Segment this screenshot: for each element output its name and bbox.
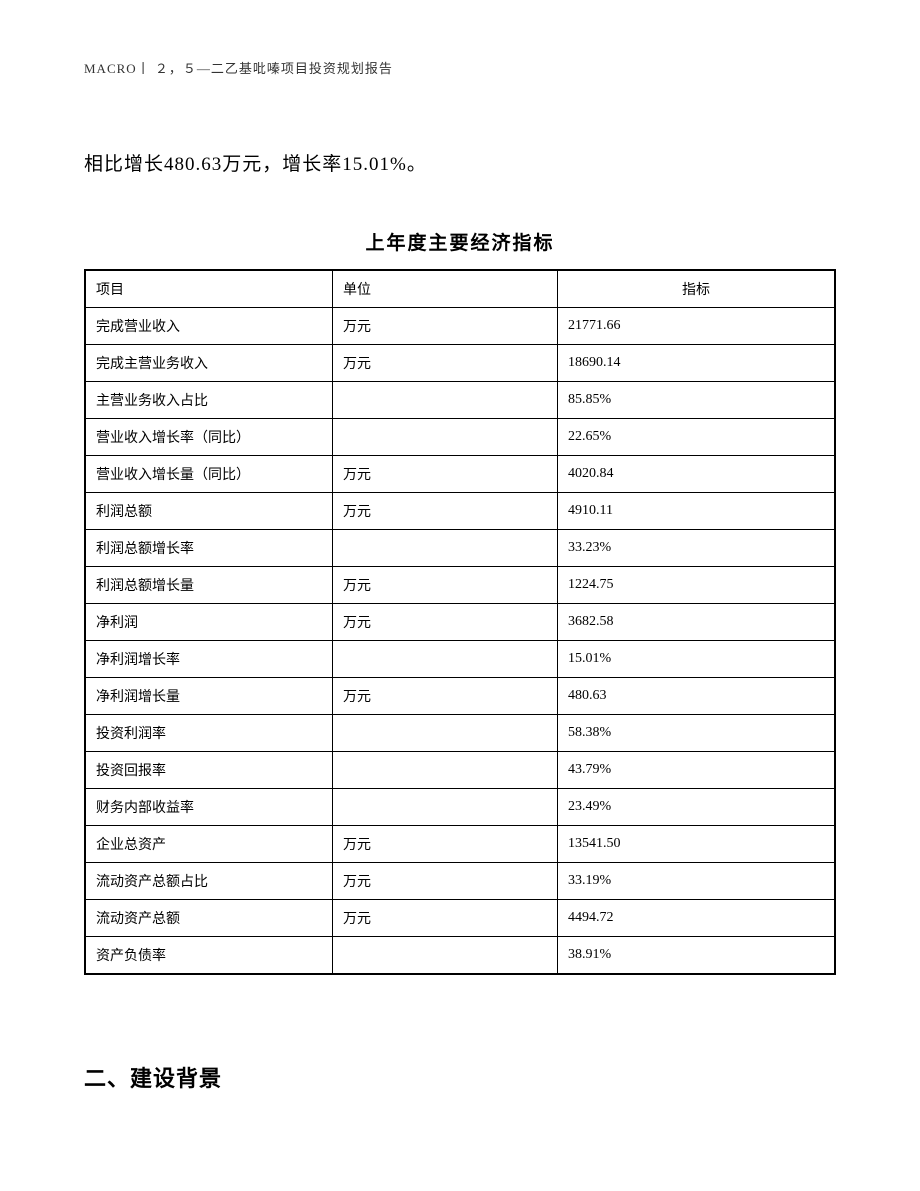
table-cell: 资产负债率 bbox=[85, 937, 333, 975]
table-cell: 净利润 bbox=[85, 604, 333, 641]
table-cell: 万元 bbox=[333, 308, 558, 345]
table-cell: 利润总额 bbox=[85, 493, 333, 530]
intro-paragraph: 相比增长480.63万元，增长率15.01%。 bbox=[84, 149, 836, 176]
table-cell bbox=[333, 641, 558, 678]
table-cell: 流动资产总额 bbox=[85, 900, 333, 937]
table-cell: 23.49% bbox=[558, 789, 836, 826]
table-cell: 15.01% bbox=[558, 641, 836, 678]
table-cell: 万元 bbox=[333, 456, 558, 493]
table-header-row: 项目 单位 指标 bbox=[85, 270, 835, 308]
table-row: 流动资产总额万元4494.72 bbox=[85, 900, 835, 937]
table-cell: 利润总额增长量 bbox=[85, 567, 333, 604]
table-cell: 480.63 bbox=[558, 678, 836, 715]
column-header-item: 项目 bbox=[85, 270, 333, 308]
table-row: 流动资产总额占比万元33.19% bbox=[85, 863, 835, 900]
table-row: 企业总资产万元13541.50 bbox=[85, 826, 835, 863]
table-row: 营业收入增长量（同比）万元4020.84 bbox=[85, 456, 835, 493]
table-cell: 13541.50 bbox=[558, 826, 836, 863]
table-cell: 万元 bbox=[333, 345, 558, 382]
table-row: 净利润增长率 15.01% bbox=[85, 641, 835, 678]
table-cell bbox=[333, 937, 558, 975]
table-row: 利润总额增长量万元1224.75 bbox=[85, 567, 835, 604]
table-cell bbox=[333, 752, 558, 789]
economic-indicators-table: 项目 单位 指标 完成营业收入万元21771.66完成主营业务收入万元18690… bbox=[84, 269, 836, 975]
table-cell: 22.65% bbox=[558, 419, 836, 456]
table-row: 利润总额万元4910.11 bbox=[85, 493, 835, 530]
table-cell bbox=[333, 789, 558, 826]
page-container: MACRO丨 ２，５—二乙基吡嗪项目投资规划报告 相比增长480.63万元，增长… bbox=[0, 0, 920, 1153]
table-cell: 1224.75 bbox=[558, 567, 836, 604]
table-row: 净利润万元3682.58 bbox=[85, 604, 835, 641]
table-cell: 财务内部收益率 bbox=[85, 789, 333, 826]
table-cell: 万元 bbox=[333, 604, 558, 641]
table-cell: 营业收入增长率（同比） bbox=[85, 419, 333, 456]
table-cell: 流动资产总额占比 bbox=[85, 863, 333, 900]
table-cell: 完成主营业务收入 bbox=[85, 345, 333, 382]
table-title: 上年度主要经济指标 bbox=[84, 228, 836, 255]
table-row: 完成营业收入万元21771.66 bbox=[85, 308, 835, 345]
table-cell: 万元 bbox=[333, 493, 558, 530]
table-row: 投资回报率 43.79% bbox=[85, 752, 835, 789]
table-cell: 投资回报率 bbox=[85, 752, 333, 789]
table-cell: 净利润增长率 bbox=[85, 641, 333, 678]
table-cell: 投资利润率 bbox=[85, 715, 333, 752]
table-cell: 85.85% bbox=[558, 382, 836, 419]
table-cell: 万元 bbox=[333, 678, 558, 715]
table-cell: 4494.72 bbox=[558, 900, 836, 937]
table-row: 主营业务收入占比 85.85% bbox=[85, 382, 835, 419]
table-cell: 18690.14 bbox=[558, 345, 836, 382]
table-cell: 万元 bbox=[333, 863, 558, 900]
table-cell: 万元 bbox=[333, 567, 558, 604]
table-row: 财务内部收益率 23.49% bbox=[85, 789, 835, 826]
table-cell: 43.79% bbox=[558, 752, 836, 789]
table-cell bbox=[333, 419, 558, 456]
table-cell: 33.23% bbox=[558, 530, 836, 567]
table-row: 投资利润率 58.38% bbox=[85, 715, 835, 752]
table-cell: 完成营业收入 bbox=[85, 308, 333, 345]
table-cell bbox=[333, 715, 558, 752]
table-cell: 3682.58 bbox=[558, 604, 836, 641]
table-row: 净利润增长量万元480.63 bbox=[85, 678, 835, 715]
table-cell: 主营业务收入占比 bbox=[85, 382, 333, 419]
column-header-indicator: 指标 bbox=[558, 270, 836, 308]
table-cell: 企业总资产 bbox=[85, 826, 333, 863]
table-row: 利润总额增长率 33.23% bbox=[85, 530, 835, 567]
table-cell bbox=[333, 530, 558, 567]
table-cell: 营业收入增长量（同比） bbox=[85, 456, 333, 493]
table-cell bbox=[333, 382, 558, 419]
column-header-unit: 单位 bbox=[333, 270, 558, 308]
table-cell: 21771.66 bbox=[558, 308, 836, 345]
table-cell: 58.38% bbox=[558, 715, 836, 752]
table-row: 完成主营业务收入万元18690.14 bbox=[85, 345, 835, 382]
table-cell: 38.91% bbox=[558, 937, 836, 975]
table-cell: 利润总额增长率 bbox=[85, 530, 333, 567]
table-cell: 万元 bbox=[333, 900, 558, 937]
table-cell: 4020.84 bbox=[558, 456, 836, 493]
table-cell: 净利润增长量 bbox=[85, 678, 333, 715]
document-header: MACRO丨 ２，５—二乙基吡嗪项目投资规划报告 bbox=[84, 58, 836, 77]
table-cell: 33.19% bbox=[558, 863, 836, 900]
section-heading: 二、建设背景 bbox=[84, 1061, 836, 1093]
table-cell: 万元 bbox=[333, 826, 558, 863]
table-row: 营业收入增长率（同比） 22.65% bbox=[85, 419, 835, 456]
table-row: 资产负债率 38.91% bbox=[85, 937, 835, 975]
table-body: 完成营业收入万元21771.66完成主营业务收入万元18690.14主营业务收入… bbox=[85, 308, 835, 975]
table-cell: 4910.11 bbox=[558, 493, 836, 530]
